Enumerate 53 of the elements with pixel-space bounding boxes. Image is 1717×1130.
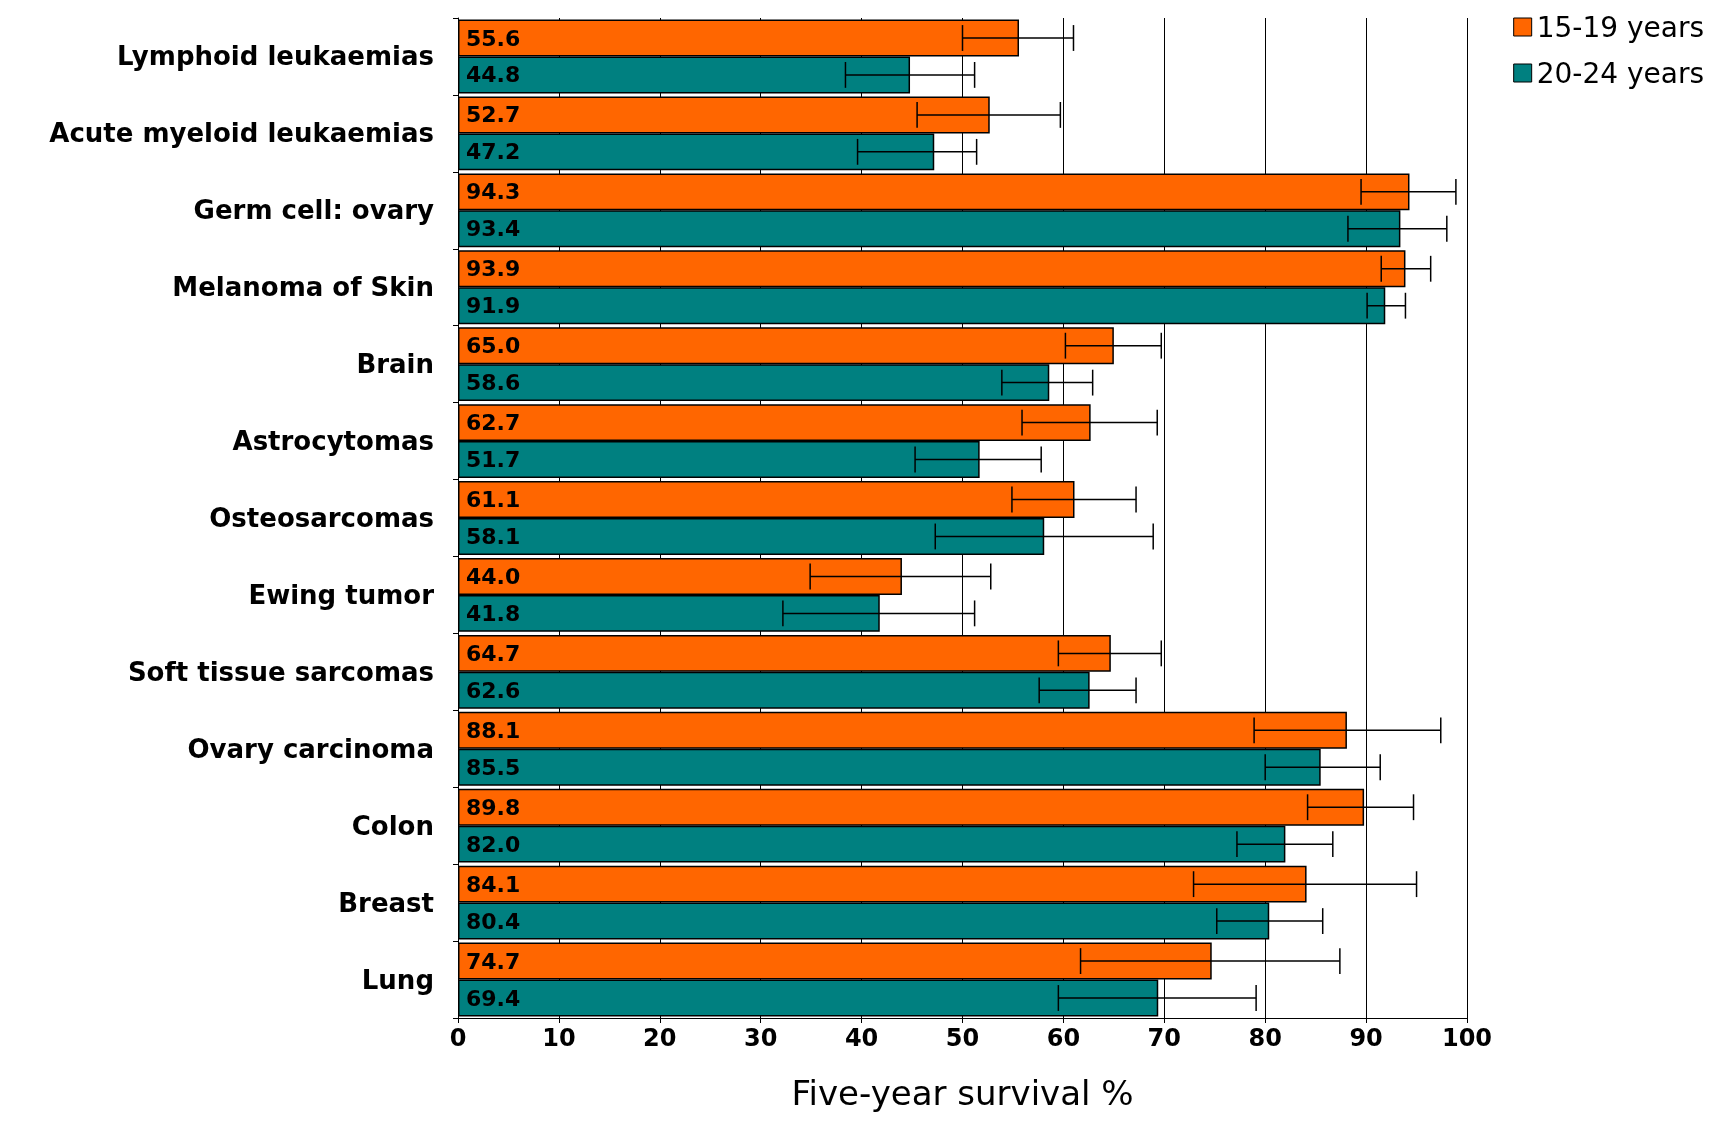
y-tick-label: Astrocytomas — [232, 426, 434, 457]
y-tick-label: Melanoma of Skin — [172, 272, 434, 303]
data-label: 55.6 — [466, 25, 521, 51]
x-tick-label: 0 — [449, 1024, 467, 1052]
y-tick-label: Ewing tumor — [248, 579, 435, 610]
data-label: 41.8 — [466, 600, 521, 626]
data-label: 64.7 — [466, 640, 521, 666]
x-tick-label: 90 — [1349, 1024, 1383, 1052]
x-tick-label: 20 — [643, 1024, 677, 1052]
x-tick-label: 100 — [1441, 1024, 1493, 1052]
y-tick-label: Colon — [351, 810, 434, 841]
y-tick-label: Lung — [361, 964, 434, 995]
y-tick-label: Breast — [338, 887, 434, 918]
data-label: 58.6 — [466, 370, 521, 396]
data-label: 51.7 — [466, 447, 521, 473]
data-label: 52.7 — [466, 102, 521, 128]
x-tick-label: 30 — [744, 1024, 778, 1052]
data-label: 93.4 — [466, 216, 521, 242]
data-label: 80.4 — [466, 908, 521, 934]
y-tick-label: Ovary carcinoma — [187, 733, 434, 764]
y-tick-label: Acute myeloid leukaemias — [49, 118, 434, 149]
y-tick-label: Brain — [356, 349, 434, 380]
data-label: 85.5 — [466, 754, 521, 780]
data-label: 62.6 — [466, 677, 521, 703]
data-label: 65.0 — [466, 333, 521, 359]
x-tick-label: 10 — [542, 1024, 576, 1052]
data-label: 84.1 — [466, 871, 521, 897]
data-label: 88.1 — [466, 717, 521, 743]
legend-label: 15-19 years — [1536, 10, 1705, 44]
x-tick-label: 70 — [1147, 1024, 1181, 1052]
data-label: 94.3 — [466, 179, 521, 205]
x-tick-label: 50 — [945, 1024, 980, 1052]
y-tick-label: Germ cell: ovary — [193, 195, 435, 226]
data-label: 58.1 — [466, 523, 521, 549]
x-axis-title: Five-year survival % — [791, 1073, 1134, 1113]
y-tick-label: Osteosarcomas — [209, 503, 434, 533]
data-label: 93.9 — [466, 256, 521, 282]
x-tick-label: 60 — [1046, 1024, 1081, 1052]
data-label: 82.0 — [466, 831, 521, 857]
x-tick-label: 80 — [1248, 1024, 1282, 1052]
data-label: 89.8 — [466, 794, 521, 820]
data-label: 74.7 — [466, 948, 521, 974]
data-label: 91.9 — [466, 293, 521, 319]
data-label: 61.1 — [466, 487, 521, 513]
data-label: 44.0 — [466, 563, 521, 589]
data-label: 44.8 — [466, 62, 521, 88]
legend-label: 20-24 years — [1536, 56, 1705, 90]
data-label: 69.4 — [466, 985, 521, 1011]
data-label: 47.2 — [466, 139, 521, 165]
x-tick-label: 40 — [844, 1024, 879, 1052]
y-tick-label: Lymphoid leukaemias — [117, 41, 434, 72]
y-tick-label: Soft tissue sarcomas — [127, 656, 434, 687]
data-label: 62.7 — [466, 410, 521, 436]
